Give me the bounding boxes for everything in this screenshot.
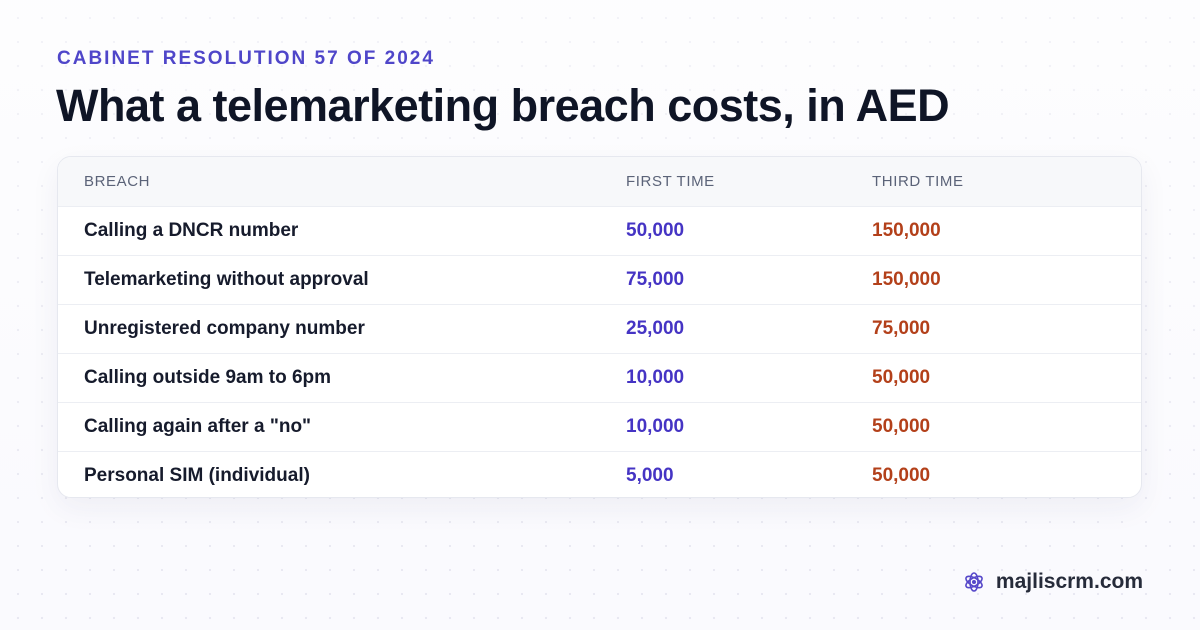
brand-domain: majliscrm.com xyxy=(995,570,1143,593)
first-time-fine: 50,000 xyxy=(626,220,685,241)
header-breach: BREACH xyxy=(84,173,151,190)
breach-cell: Calling outside 9am to 6pm xyxy=(84,367,332,388)
fines-table: BREACH FIRST TIME THIRD TIME Calling a D… xyxy=(57,156,1142,498)
table-row: Calling a DNCR number 50,000 150,000 xyxy=(58,206,1141,255)
third-time-fine: 150,000 xyxy=(872,220,941,241)
breach-cell: Calling a DNCR number xyxy=(84,220,299,241)
first-time-fine: 10,000 xyxy=(626,367,685,388)
eyebrow-label: CABINET RESOLUTION 57 OF 2024 xyxy=(57,48,435,69)
first-time-fine: 10,000 xyxy=(626,416,685,437)
first-time-fine: 25,000 xyxy=(626,318,685,339)
brand-link[interactable]: majliscrm.com xyxy=(962,570,1143,594)
breach-cell: Calling again after a "no" xyxy=(84,416,312,437)
table-row: Personal SIM (individual) 5,000 50,000 xyxy=(58,451,1141,497)
third-time-fine: 50,000 xyxy=(872,465,931,486)
third-time-fine: 50,000 xyxy=(872,367,931,388)
page-title: What a telemarketing breach costs, in AE… xyxy=(56,80,950,131)
breach-cell: Unregistered company number xyxy=(84,318,365,339)
table-row: Calling outside 9am to 6pm 10,000 50,000 xyxy=(58,353,1141,402)
table-row: Telemarketing without approval 75,000 15… xyxy=(58,255,1141,304)
header-first-time: FIRST TIME xyxy=(626,173,715,190)
breach-cell: Telemarketing without approval xyxy=(84,269,369,290)
atom-flower-icon xyxy=(965,572,983,592)
header-third-time: THIRD TIME xyxy=(872,173,964,190)
breach-cell: Personal SIM (individual) xyxy=(84,465,310,486)
third-time-fine: 150,000 xyxy=(872,269,941,290)
table-row: Unregistered company number 25,000 75,00… xyxy=(58,304,1141,353)
table-header-row: BREACH FIRST TIME THIRD TIME xyxy=(58,157,1141,206)
first-time-fine: 5,000 xyxy=(626,465,674,486)
table-row: Calling again after a "no" 10,000 50,000 xyxy=(58,402,1141,451)
third-time-fine: 50,000 xyxy=(872,416,931,437)
first-time-fine: 75,000 xyxy=(626,269,685,290)
third-time-fine: 75,000 xyxy=(872,318,931,339)
